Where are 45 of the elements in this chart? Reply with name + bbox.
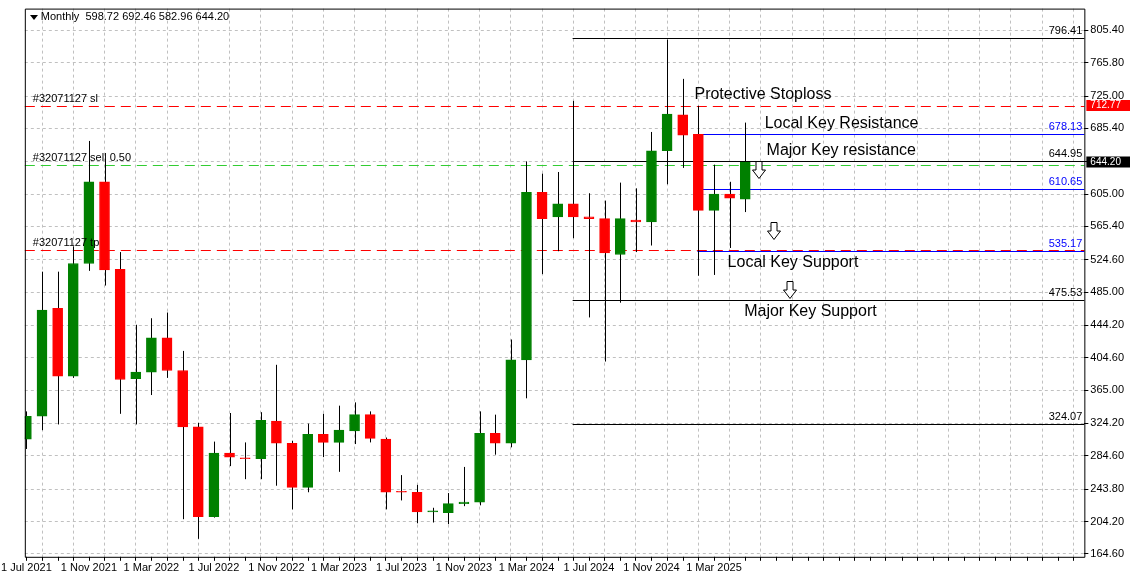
chart-title: Monthly 598.72 692.46 582.96 644.20 — [40, 9, 230, 22]
ref-line-label: 324.07 — [1048, 410, 1083, 423]
y-tick-label: 444.20 — [1090, 318, 1125, 331]
text: 644.20 — [1090, 155, 1122, 167]
y-tick-label: 765.80 — [1090, 55, 1125, 68]
ref-line-label: 610.65 — [1048, 175, 1083, 188]
x-tick-label: 1 Nov 2023 — [435, 561, 493, 574]
x-tick-label: 1 Jul 2023 — [376, 561, 427, 574]
ref-line-label: 678.13 — [1048, 120, 1083, 133]
x-tick-label: 1 Mar 2024 — [498, 561, 555, 574]
x-tick-label: 1 Mar 2022 — [123, 561, 180, 574]
x-tick-label: 1 Mar 2023 — [311, 561, 367, 574]
x-tick-label: 1 Nov 2021 — [60, 561, 118, 574]
x-tick-label: 1 Jul 2022 — [188, 561, 240, 574]
ref-line-label: #32071127 sl — [32, 92, 99, 105]
x-tick-label: 1 Nov 2022 — [248, 561, 305, 574]
y-tick-label: 324.20 — [1090, 416, 1125, 429]
ref-line-label: 475.53 — [1048, 286, 1083, 299]
y-tick-label: 565.40 — [1090, 219, 1125, 232]
y-tick-label: 284.60 — [1090, 448, 1125, 461]
y-tick-label: 805.40 — [1090, 23, 1125, 36]
y-tick-label: 605.00 — [1090, 187, 1125, 200]
x-tick-label: 1 Jul 2024 — [563, 561, 615, 574]
y-tick-label: 164.60 — [1090, 546, 1125, 559]
y-tick-label: 243.80 — [1090, 482, 1125, 495]
annotation: Protective Stoploss — [694, 85, 832, 103]
annotation: Major Key resistance — [766, 141, 917, 159]
y-tick-label: 725.00 — [1090, 89, 1125, 102]
annotation: Local Key Support — [727, 253, 859, 271]
x-tick-label: 1 Nov 2024 — [623, 561, 680, 574]
ref-line-label: 644.95 — [1048, 147, 1083, 160]
ref-line-label: 535.17 — [1048, 237, 1083, 250]
ref-line-label: 796.41 — [1048, 24, 1083, 37]
y-tick-label: 685.40 — [1090, 121, 1125, 134]
annotation: Local Key Resistance — [764, 114, 919, 132]
text: 712.77 — [1090, 99, 1122, 111]
y-tick-label: 204.20 — [1090, 514, 1125, 527]
x-tick-label: 1 Jul 2021 — [1, 561, 52, 574]
y-tick-label: 524.60 — [1090, 252, 1125, 265]
annotation: Major Key Support — [744, 301, 878, 319]
y-tick-label: 485.00 — [1090, 285, 1125, 298]
x-tick-label: 1 Mar 2025 — [686, 561, 742, 574]
y-tick-label: 404.60 — [1090, 350, 1125, 363]
y-tick-label: 365.00 — [1090, 383, 1125, 396]
ref-line-label: #32071127 sell 0.50 — [32, 151, 132, 164]
